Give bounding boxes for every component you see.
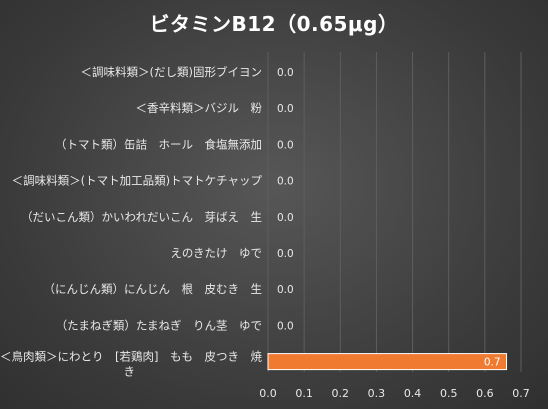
- category-label: ＜調味料類＞(トマト加工品類)トマトケチャップ: [12, 174, 263, 188]
- category-label: （にんじん類）にんじん 根 皮むき 生: [44, 282, 263, 296]
- category-label: （たまねぎ類）たまねぎ りん茎 ゆで: [56, 318, 262, 332]
- data-label: 0.7: [484, 357, 501, 369]
- category-label: ＜鳥肉類＞にわとり [若鶏肉] もも 皮つき 焼き: [0, 350, 262, 379]
- category-label: ＜調味料類＞(だし類)固形ブイヨン: [81, 65, 262, 79]
- bar: [267, 353, 508, 371]
- data-label: 0.0: [277, 212, 294, 224]
- data-label: 0.0: [277, 176, 294, 188]
- data-label: 0.0: [277, 103, 294, 115]
- category-label-line: き: [124, 365, 136, 379]
- category-label: ＜香辛料類＞バジル 粉: [136, 101, 263, 115]
- category-label-line: ＜鳥肉類＞にわとり [若鶏肉] もも 皮つき 焼: [0, 350, 262, 364]
- x-tick-label: 0.0: [259, 387, 277, 400]
- x-tick-label: 0.2: [332, 387, 350, 400]
- category-label: （だいこん類）かいわれだいこん 芽ばえ 生: [21, 210, 262, 224]
- category-label: えのきたけ ゆで: [170, 246, 262, 260]
- category-label: （トマト類）缶詰 ホール 食塩無添加: [55, 137, 262, 151]
- x-tick-label: 0.4: [404, 387, 422, 400]
- data-label: 0.0: [277, 248, 294, 260]
- x-tick-label: 0.6: [476, 387, 494, 400]
- data-label: 0.0: [277, 284, 294, 296]
- data-label: 0.0: [277, 67, 294, 79]
- chart-title: ビタミンB12（0.65μg）: [149, 12, 399, 36]
- data-label: 0.0: [277, 320, 294, 332]
- data-label: 0.0: [277, 139, 294, 151]
- x-tick-label: 0.3: [368, 387, 386, 400]
- x-tick-label: 0.7: [512, 387, 530, 400]
- x-tick-label: 0.5: [440, 387, 458, 400]
- x-tick-label: 0.1: [295, 387, 313, 400]
